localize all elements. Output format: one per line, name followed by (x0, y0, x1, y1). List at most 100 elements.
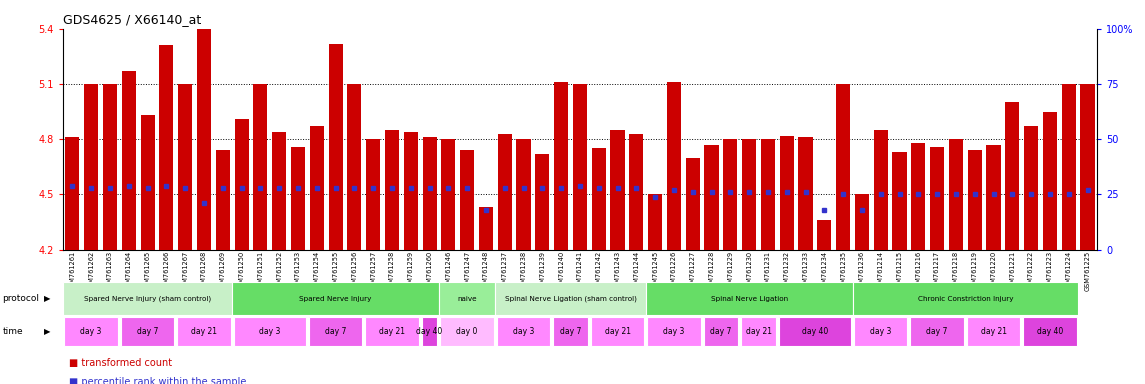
Bar (536, 154, 550, 250)
Bar (121, 316, 174, 346)
Text: Chronic Constriction Injury: Chronic Constriction Injury (917, 296, 1013, 301)
Bar (911, 143, 925, 250)
Bar (366, 139, 380, 250)
Bar (647, 316, 701, 346)
Bar (309, 316, 362, 346)
Text: day 7: day 7 (710, 327, 732, 336)
Bar (498, 134, 512, 250)
Bar (215, 150, 230, 250)
Text: day 21: day 21 (605, 327, 631, 336)
Text: day 40: day 40 (417, 327, 443, 336)
Bar (666, 82, 681, 250)
Text: ■ percentile rank within the sample: ■ percentile rank within the sample (69, 377, 246, 384)
Text: day 7: day 7 (926, 327, 948, 336)
Bar (159, 45, 173, 250)
Bar (64, 316, 118, 346)
Bar (479, 207, 493, 250)
Bar (798, 137, 813, 250)
Bar (553, 316, 587, 346)
Bar (63, 282, 232, 315)
Bar (197, 29, 211, 250)
Bar (779, 316, 851, 346)
Text: day 3: day 3 (513, 327, 535, 336)
Bar (84, 84, 98, 250)
Bar (460, 150, 474, 250)
Bar (704, 145, 719, 250)
Bar (309, 126, 324, 250)
Bar (441, 139, 456, 250)
Text: day 7: day 7 (137, 327, 158, 336)
Bar (516, 139, 530, 250)
Bar (853, 282, 1079, 315)
Bar (235, 119, 248, 250)
Bar (497, 316, 551, 346)
Bar (741, 316, 776, 346)
Text: ▶: ▶ (44, 294, 50, 303)
Bar (1005, 103, 1019, 250)
Text: day 21: day 21 (745, 327, 772, 336)
Text: Spared Nerve Injury (sham control): Spared Nerve Injury (sham control) (84, 295, 211, 302)
Bar (966, 316, 1020, 346)
Bar (686, 157, 700, 250)
Bar (761, 139, 775, 250)
Text: Spinal Nerve Ligation: Spinal Nerve Ligation (711, 296, 788, 301)
Bar (704, 316, 739, 346)
Bar (103, 84, 117, 250)
Bar (742, 139, 756, 250)
Bar (646, 282, 853, 315)
Bar (987, 145, 1001, 250)
Bar (329, 43, 342, 250)
Bar (892, 152, 907, 250)
Bar (968, 150, 981, 250)
Bar (855, 194, 869, 250)
Bar (347, 84, 362, 250)
Text: day 21: day 21 (379, 327, 405, 336)
Bar (253, 84, 268, 250)
Bar (836, 84, 851, 250)
Bar (818, 220, 831, 250)
Bar (65, 137, 79, 250)
Text: day 40: day 40 (802, 327, 828, 336)
Text: time: time (2, 327, 23, 336)
Bar (1081, 84, 1095, 250)
Text: ▶: ▶ (44, 327, 50, 336)
Bar (439, 282, 496, 315)
Text: ■ transformed count: ■ transformed count (69, 358, 172, 368)
Bar (724, 139, 737, 250)
Text: day 3: day 3 (663, 327, 685, 336)
Text: day 7: day 7 (560, 327, 582, 336)
Bar (1043, 112, 1057, 250)
Bar (874, 130, 887, 250)
Text: day 21: day 21 (980, 327, 1006, 336)
Bar (910, 316, 964, 346)
Text: day 7: day 7 (325, 327, 346, 336)
Text: day 3: day 3 (80, 327, 102, 336)
Bar (648, 194, 662, 250)
Bar (930, 147, 945, 250)
Text: naive: naive (457, 296, 477, 301)
Bar (441, 316, 493, 346)
Bar (232, 282, 439, 315)
Bar (496, 282, 646, 315)
Bar (949, 139, 963, 250)
Bar (421, 316, 437, 346)
Bar (177, 316, 230, 346)
Bar (591, 316, 645, 346)
Text: GDS4625 / X66140_at: GDS4625 / X66140_at (63, 13, 202, 26)
Bar (291, 147, 305, 250)
Text: day 3: day 3 (870, 327, 892, 336)
Bar (423, 137, 436, 250)
Bar (854, 316, 908, 346)
Bar (1024, 126, 1039, 250)
Bar (554, 82, 568, 250)
Text: day 21: day 21 (191, 327, 216, 336)
Bar (365, 316, 419, 346)
Bar (179, 84, 192, 250)
Text: protocol: protocol (2, 294, 39, 303)
Bar (572, 84, 587, 250)
Bar (385, 130, 398, 250)
Text: day 40: day 40 (1036, 327, 1063, 336)
Bar (404, 132, 418, 250)
Text: Spared Nerve Injury: Spared Nerve Injury (299, 296, 372, 301)
Bar (1061, 84, 1076, 250)
